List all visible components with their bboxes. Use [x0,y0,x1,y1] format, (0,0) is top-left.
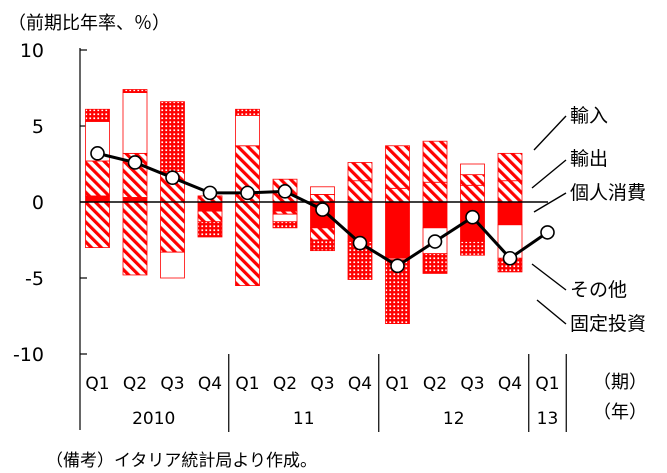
y-tick-label: -5 [25,268,44,290]
gdp-point [315,202,330,217]
bar-exports [497,180,523,203]
legend-label-consumption: 個人消費 [570,182,646,204]
gdp-point [427,234,443,249]
bar-investment [235,108,260,116]
bar-imports [122,201,148,276]
bar-investment [197,221,223,238]
bar-investment [122,89,148,93]
bar-imports [85,201,110,248]
gdp-point [465,209,480,225]
legend-label-other: その他 [570,279,627,301]
gdp-line-layer [90,146,555,274]
x-tick-label: Q1 [235,374,259,394]
bar-consumption [272,201,298,212]
year-group-label: 13 [537,409,559,429]
x-tick-label: Q1 [85,374,109,394]
gdp-point [502,250,518,266]
legend-leader-exports [531,159,567,189]
year-group-label: 12 [443,409,465,429]
bar-imports [272,210,298,215]
y-axis: 10 5 0 -5 -10 [13,40,87,430]
bar-investment [272,221,298,229]
legend-label-exports: 輸出 [570,148,608,170]
bar-consumption [85,195,110,203]
bar-investment [460,241,485,256]
bar-exports [85,160,110,197]
bar-exports [310,193,335,203]
bar-consumption [385,201,410,259]
bar-consumption [197,201,223,212]
x-tick-label: Q1 [535,374,559,394]
bar-investment [422,253,448,274]
gdp-point [540,225,555,240]
legend-label-imports: 輸入 [570,105,608,127]
source-note: （備考）イタリア統計局より作成。 [46,451,317,471]
bar-imports [460,174,485,186]
year-label: （年） [593,402,647,423]
bar-imports [497,152,523,182]
year-group-label: 11 [293,409,315,429]
y-tick-label: -10 [13,344,44,366]
gdp-point [90,146,105,161]
gdp-point [277,184,293,199]
bar-imports [160,201,185,253]
bar-other [310,186,335,195]
bar-other [235,114,260,147]
x-tick-label: Q1 [385,374,409,394]
bar-imports [422,140,448,183]
y-tick-label: 5 [32,116,44,138]
legend-leader-investment [536,299,567,325]
bar-other [122,92,148,154]
bar-other [460,163,485,176]
x-tick-label: Q3 [160,374,184,394]
gdp-point [240,185,255,201]
y-tick-label: 10 [20,40,44,62]
x-tick-label: Q4 [198,374,222,394]
x-tick-label: Q3 [460,374,484,394]
bar-exports [460,184,485,203]
x-axis: Q1 Q2 Q3 Q4 Q1 Q2 Q3 Q4 Q1 Q2 Q3 Q4 Q1 2010 11 12 13 [85,354,567,432]
year-group-label: 2010 [132,409,175,429]
y-tick-label: 0 [32,192,44,214]
bar-investment [85,108,110,122]
bar-investment [160,101,185,172]
bar-consumption [497,201,523,226]
bar-imports [385,145,410,189]
gdp-point [352,235,368,251]
bar-imports [197,210,223,223]
bar-other [160,251,185,279]
period-label: （期） [593,372,647,393]
bar-imports [235,201,260,286]
legend-label-investment: 固定投資 [570,313,646,335]
x-tick-label: Q3 [310,374,334,394]
bar-investment [310,239,335,252]
legend-leader-imports [533,115,567,151]
unit-label: （前期比年率、％） [8,13,170,34]
x-tick-label: Q4 [348,374,372,394]
legend-leader-other [531,263,567,291]
bar-imports [310,227,335,241]
bars-layer [85,89,523,325]
x-tick-label: Q2 [273,374,297,394]
x-tick-label: Q2 [123,374,147,394]
bar-imports [347,162,373,182]
bar-exports [422,181,448,203]
bar-other [272,213,298,223]
gdp-point [390,258,405,274]
gdp-point [127,155,143,170]
gdp-point [165,170,180,185]
legend-leader-consumption [533,192,567,213]
bar-exports [385,187,410,203]
bar-consumption [422,201,448,229]
bar-exports [347,180,373,203]
gdp-point [202,185,218,201]
x-tick-label: Q4 [498,374,522,394]
x-tick-label: Q2 [423,374,447,394]
